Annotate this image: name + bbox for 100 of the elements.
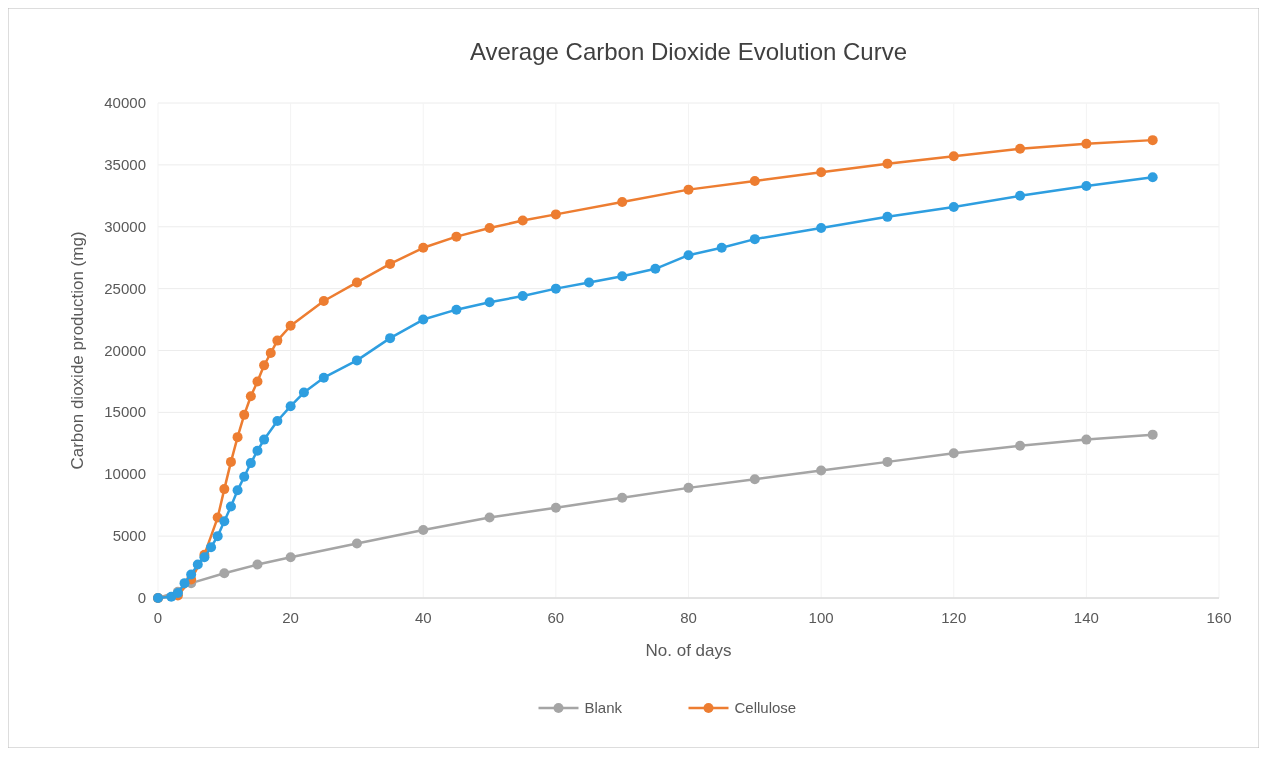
x-tick-label: 20 bbox=[282, 609, 299, 626]
point bbox=[749, 175, 760, 186]
point bbox=[1081, 434, 1092, 445]
point bbox=[484, 222, 495, 233]
point bbox=[1015, 190, 1026, 201]
chart-title: Average Carbon Dioxide Evolution Curve bbox=[469, 38, 908, 65]
point bbox=[484, 297, 495, 308]
x-tick-label: 60 bbox=[547, 609, 565, 626]
point bbox=[617, 271, 628, 282]
point bbox=[318, 372, 329, 383]
point bbox=[683, 184, 694, 195]
point bbox=[1147, 135, 1158, 146]
point bbox=[550, 502, 561, 513]
point bbox=[245, 391, 256, 402]
point bbox=[617, 492, 628, 503]
point bbox=[882, 456, 893, 467]
point bbox=[550, 283, 561, 294]
point bbox=[816, 167, 827, 178]
point bbox=[948, 448, 959, 459]
point bbox=[816, 222, 827, 233]
legend-label: Cellulose bbox=[734, 699, 797, 716]
point bbox=[285, 552, 296, 563]
point bbox=[219, 568, 230, 579]
y-axis-title: Carbon dioxide production (mg) bbox=[68, 231, 87, 470]
point bbox=[550, 209, 561, 220]
point bbox=[232, 432, 243, 443]
point bbox=[418, 524, 429, 535]
point bbox=[265, 347, 276, 358]
point bbox=[252, 376, 263, 387]
y-tick-label: 30000 bbox=[104, 217, 146, 235]
point bbox=[1015, 143, 1026, 154]
point bbox=[259, 360, 270, 371]
x-tick-label: 140 bbox=[1073, 609, 1099, 626]
point bbox=[239, 471, 250, 482]
point bbox=[650, 263, 661, 274]
x-tick-label: 40 bbox=[414, 609, 432, 626]
point bbox=[484, 512, 495, 523]
x-axis-title: No. of days bbox=[645, 641, 732, 660]
point bbox=[285, 320, 296, 331]
point bbox=[418, 242, 429, 253]
point bbox=[451, 231, 462, 242]
point bbox=[683, 482, 694, 493]
point bbox=[298, 387, 309, 398]
point bbox=[252, 445, 263, 456]
point bbox=[816, 465, 827, 476]
y-tick-label: 15000 bbox=[104, 403, 146, 421]
point bbox=[882, 158, 893, 169]
point bbox=[517, 291, 528, 302]
point bbox=[418, 314, 429, 325]
point bbox=[716, 242, 727, 253]
point bbox=[259, 434, 270, 445]
point bbox=[318, 296, 329, 306]
point bbox=[1081, 138, 1092, 149]
point bbox=[212, 531, 223, 542]
point bbox=[351, 538, 362, 549]
y-tick-label: 25000 bbox=[104, 279, 146, 297]
y-tick-label: 0 bbox=[137, 589, 146, 606]
point bbox=[206, 542, 217, 553]
y-tick-label: 40000 bbox=[104, 94, 146, 111]
point bbox=[948, 201, 959, 212]
legend-label: Blank bbox=[584, 699, 623, 716]
point bbox=[186, 569, 197, 580]
y-tick-label: 10000 bbox=[104, 465, 146, 483]
point bbox=[272, 416, 283, 427]
point bbox=[245, 458, 256, 469]
point bbox=[385, 258, 396, 269]
point bbox=[219, 484, 230, 495]
point bbox=[225, 456, 236, 467]
point bbox=[179, 578, 190, 589]
x-tick-label: 0 bbox=[153, 609, 163, 626]
point bbox=[948, 151, 959, 162]
x-tick-label: 120 bbox=[941, 609, 967, 626]
point bbox=[385, 333, 396, 344]
point bbox=[517, 215, 528, 226]
point bbox=[683, 250, 694, 261]
point bbox=[232, 485, 243, 496]
x-tick-label: 100 bbox=[808, 609, 834, 626]
point bbox=[882, 211, 893, 222]
y-tick-label: 20000 bbox=[104, 341, 146, 359]
point bbox=[1147, 429, 1158, 440]
point bbox=[351, 277, 362, 288]
point bbox=[225, 501, 236, 512]
point bbox=[451, 304, 462, 315]
point bbox=[239, 409, 250, 420]
point bbox=[1015, 440, 1026, 451]
point bbox=[272, 335, 283, 346]
x-tick-label: 160 bbox=[1206, 609, 1232, 626]
point bbox=[285, 401, 296, 412]
point bbox=[749, 234, 760, 245]
y-tick-label: 35000 bbox=[104, 155, 146, 173]
point bbox=[584, 277, 595, 288]
point bbox=[219, 516, 230, 527]
point bbox=[192, 559, 203, 570]
point bbox=[617, 197, 628, 207]
point bbox=[1147, 172, 1158, 183]
x-tick-label: 80 bbox=[680, 609, 697, 626]
point bbox=[1081, 180, 1092, 191]
point bbox=[351, 355, 362, 366]
point bbox=[749, 474, 760, 485]
y-tick-label: 5000 bbox=[112, 527, 146, 545]
